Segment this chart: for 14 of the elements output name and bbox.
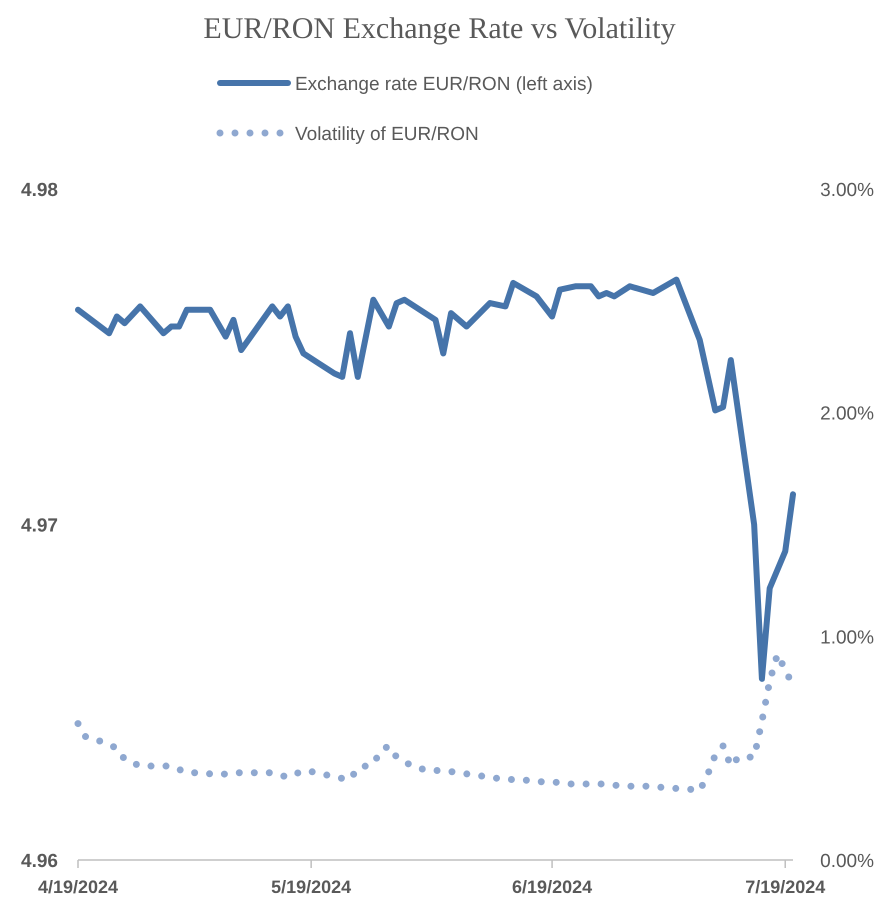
y-tick-label: 4.96 <box>21 851 58 872</box>
y-tick-label: 4.98 <box>21 180 58 201</box>
y2-tick-label: 3.00% <box>820 180 874 201</box>
x-tick-label: 4/19/2024 <box>38 877 118 897</box>
y2-tick-label: 0.00% <box>820 851 874 872</box>
y-tick-label: 4.97 <box>21 516 58 536</box>
y2-tick-label: 2.00% <box>820 404 874 425</box>
x-tick-label: 6/19/2024 <box>512 877 592 897</box>
chart-title: EUR/RON Exchange Rate vs Volatility <box>203 12 676 45</box>
legend-label: Volatility of EUR/RON <box>295 124 479 145</box>
y2-tick-label: 1.00% <box>820 627 874 648</box>
legend-label: Exchange rate EUR/RON (left axis) <box>295 74 593 95</box>
x-tick-label: 7/19/2024 <box>745 877 826 897</box>
x-tick-label: 5/19/2024 <box>271 877 352 897</box>
